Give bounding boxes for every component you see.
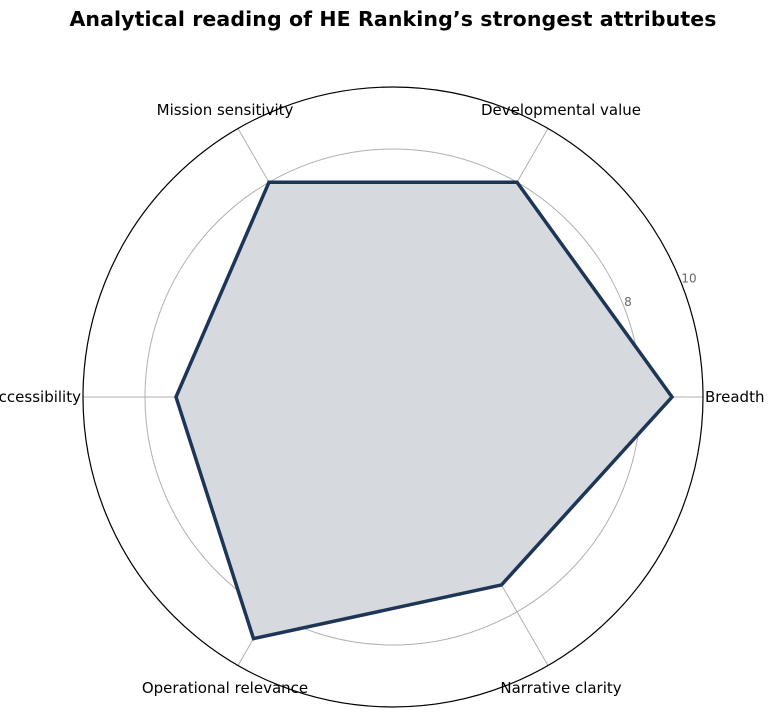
- category-label: Mission sensitivity: [157, 101, 294, 119]
- chart-title: Analytical reading of HE Ranking’s stron…: [69, 7, 717, 31]
- outer-frame: [82, 86, 704, 708]
- category-label: Operational relevance: [142, 679, 308, 697]
- radial-tick-label: 8: [624, 295, 632, 309]
- category-label: Breadth: [705, 388, 764, 406]
- category-label: Narrative clarity: [500, 679, 621, 697]
- series-polygon: [174, 180, 675, 641]
- category-label: Developmental value: [481, 101, 641, 119]
- radial-tick-label: 10: [681, 271, 696, 285]
- category-label: Accessibility: [0, 388, 81, 406]
